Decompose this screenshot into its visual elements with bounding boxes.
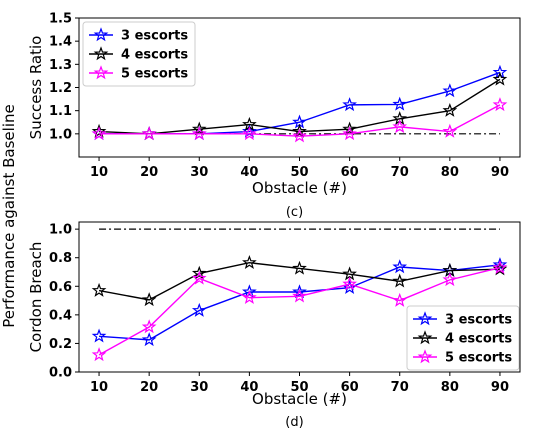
x-axis-title-c: Obstacle (#) bbox=[252, 179, 347, 197]
legend-marker bbox=[93, 65, 109, 80]
data-point-3-escorts bbox=[91, 328, 107, 343]
data-point-3-escorts bbox=[292, 284, 307, 299]
x-tick-label: 20 bbox=[140, 165, 158, 180]
data-point-3-escorts bbox=[392, 96, 408, 111]
chart-success-ratio: 1.0 1.1 1.2 1.3 1.4 1.5 10 20 30 40 50 60 70 80 90 Obst… bbox=[27, 12, 521, 220]
data-point-5-escorts bbox=[442, 123, 458, 138]
x-tick-label: 20 bbox=[140, 380, 158, 395]
x-tick-label: 40 bbox=[240, 165, 258, 180]
x-tick-label: 10 bbox=[90, 380, 108, 395]
data-point-4-escorts bbox=[492, 71, 508, 86]
data-point-5-escorts bbox=[141, 126, 157, 141]
data-point-5-escorts bbox=[242, 126, 257, 141]
data-point-3-escorts bbox=[442, 83, 458, 98]
y-axis-title-c: Success Ratio bbox=[27, 36, 45, 140]
x-tick-label: 90 bbox=[491, 380, 509, 395]
y-tick-label: 0.2 bbox=[49, 337, 72, 352]
data-point-4-escorts bbox=[91, 282, 107, 297]
data-point-4-escorts bbox=[442, 102, 458, 117]
x-tick-label: 30 bbox=[190, 380, 208, 395]
data-point-3-escorts bbox=[242, 284, 257, 299]
data-point-5-escorts bbox=[442, 272, 458, 287]
x-tick-label: 30 bbox=[190, 165, 208, 180]
data-point-4-escorts bbox=[242, 254, 257, 269]
data-point-3-escorts bbox=[392, 259, 408, 274]
legend-marker bbox=[93, 46, 109, 61]
data-point-4-escorts bbox=[141, 292, 157, 307]
legend-label: 4 escorts bbox=[121, 48, 188, 63]
data-point-4-escorts bbox=[392, 273, 408, 288]
y-tick-label: 0.0 bbox=[49, 366, 72, 381]
legend-d: 3 escorts 4 escorts 5 escorts bbox=[406, 305, 520, 371]
x-axis-title-d: Obstacle (#) bbox=[252, 390, 347, 408]
data-point-5-escorts bbox=[292, 288, 307, 303]
x-tick-label: 40 bbox=[240, 380, 258, 395]
legend-label: 4 escorts bbox=[445, 332, 512, 347]
y-tick-label: 1.5 bbox=[49, 12, 72, 27]
x-tick-label: 50 bbox=[290, 165, 308, 180]
data-point-5-escorts bbox=[342, 276, 357, 291]
data-point-3-escorts bbox=[492, 257, 508, 272]
x-tick-label: 90 bbox=[491, 165, 509, 180]
x-tick-label: 70 bbox=[391, 165, 409, 180]
data-point-4-escorts bbox=[191, 121, 207, 136]
legend-c: 3 escorts 4 escorts 5 escorts bbox=[82, 21, 196, 87]
data-point-5-escorts bbox=[91, 126, 107, 141]
legend-box bbox=[82, 21, 196, 87]
series-line-5-escorts bbox=[99, 104, 501, 137]
x-tick-label: 60 bbox=[341, 165, 359, 180]
legend-box bbox=[406, 305, 520, 371]
chart-cordon-breach: 0.0 0.2 0.4 0.6 0.8 1.0 10 20 30 40 50 60 70 80 90 Obst… bbox=[27, 221, 521, 429]
shared-y-label: Performance against Baseline bbox=[0, 104, 18, 327]
y-tick-label: 0.8 bbox=[49, 251, 72, 266]
y-tick-label: 0.6 bbox=[49, 280, 72, 295]
y-tick-label: 1.4 bbox=[49, 35, 72, 50]
series-line-5-escorts bbox=[98, 267, 501, 356]
data-point-5-escorts bbox=[191, 126, 207, 141]
y-tick-label: 1.3 bbox=[49, 58, 72, 73]
legend-marker bbox=[417, 311, 433, 326]
y-tick-label: 1.0 bbox=[49, 223, 72, 238]
data-point-4-escorts bbox=[292, 123, 307, 138]
data-point-4-escorts bbox=[292, 260, 307, 275]
legend-label: 5 escorts bbox=[121, 67, 188, 82]
data-point-5-escorts bbox=[492, 259, 508, 274]
legend-label: 5 escorts bbox=[445, 351, 512, 366]
data-point-5-escorts bbox=[242, 289, 257, 304]
data-point-4-escorts bbox=[191, 265, 207, 280]
legend-marker bbox=[417, 349, 433, 364]
y-axis-title-d: Cordon Breach bbox=[27, 242, 45, 353]
y-tick-label: 1.0 bbox=[49, 127, 72, 142]
y-tick-label: 1.2 bbox=[49, 81, 72, 96]
x-tick-label: 10 bbox=[90, 165, 108, 180]
data-point-5-escorts bbox=[392, 292, 408, 307]
data-point-5-escorts bbox=[191, 270, 207, 285]
y-tick-label: 0.4 bbox=[49, 308, 72, 323]
y-tick-label: 1.1 bbox=[49, 104, 72, 119]
data-point-3-escorts bbox=[191, 302, 207, 317]
data-point-5-escorts bbox=[91, 347, 107, 362]
caption-d: (d) bbox=[285, 415, 303, 429]
data-point-4-escorts bbox=[342, 121, 357, 136]
data-point-5-escorts bbox=[292, 128, 307, 143]
data-point-5-escorts bbox=[392, 119, 408, 134]
x-tick-label: 60 bbox=[341, 380, 359, 395]
x-tick-label: 50 bbox=[290, 380, 308, 395]
x-tick-label: 80 bbox=[441, 165, 459, 180]
x-tick-label: 80 bbox=[441, 380, 459, 395]
data-point-3-escorts bbox=[141, 332, 157, 347]
data-point-3-escorts bbox=[342, 97, 357, 112]
legend-marker bbox=[93, 27, 109, 42]
caption-c: (c) bbox=[286, 205, 303, 220]
x-tick-label: 70 bbox=[391, 380, 409, 395]
data-point-5-escorts bbox=[141, 319, 157, 334]
legend-label: 3 escorts bbox=[121, 29, 188, 44]
data-point-5-escorts bbox=[342, 126, 357, 141]
legend-marker bbox=[417, 330, 433, 345]
legend-label: 3 escorts bbox=[445, 313, 512, 328]
series-line-4-escorts bbox=[98, 262, 500, 301]
data-point-5-escorts bbox=[492, 97, 508, 112]
